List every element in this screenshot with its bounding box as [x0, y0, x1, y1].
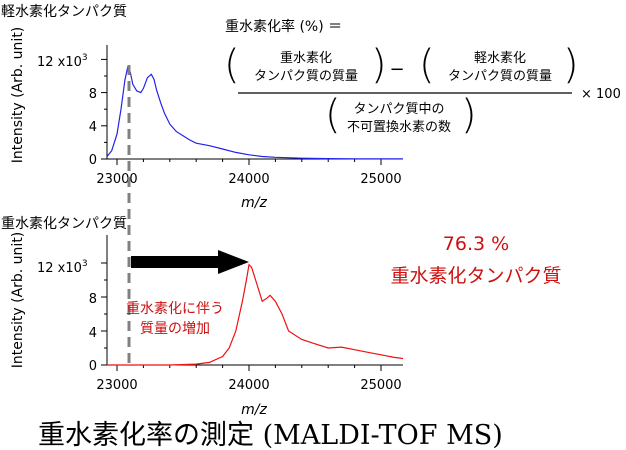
bottom-y-axis-label: Intensity (Arb. unit): [10, 232, 26, 369]
formula-num-left-1: 重水素化: [280, 50, 332, 66]
top-plot-area: 0 4 8 12 x103 23000 24000 25000: [37, 45, 403, 187]
arrow-shaft: [131, 256, 219, 268]
result-label: 重水素化タンパク質: [390, 265, 561, 287]
formula-paren-open-1: (: [224, 42, 240, 88]
top-ytop-exp: 3: [82, 53, 88, 63]
top-y-tick-label-8: 8: [89, 87, 97, 102]
formula-num-left-2: タンパク質の質量: [254, 69, 358, 84]
top-x-axis-label: m/z: [241, 195, 267, 211]
bottom-ytop-exp: 3: [82, 259, 88, 269]
top-y-tick-label-4: 4: [89, 120, 97, 135]
top-x-tick-label-24000: 24000: [228, 172, 269, 187]
top-x-tick-label-25000: 25000: [360, 172, 401, 187]
top-y-axis-label: Intensity (Arb. unit): [10, 27, 26, 164]
formula-paren-close-2: ): [563, 42, 579, 88]
formula-paren-close-3: ): [461, 92, 477, 138]
top-panel-title: 軽水素化タンパク質: [1, 4, 127, 20]
formula-lhs: 重水素化率 (%) ＝: [225, 18, 342, 35]
figure-caption: 重水素化率の測定 (MALDI-TOF MS): [38, 420, 503, 450]
top-x-ticks: [116, 159, 382, 165]
formula-times: × 100: [581, 87, 621, 102]
formula-block: 重水素化率 (%) ＝ ( 重水素化 タンパク質の質量 ) − ( 軽水素化 タ…: [224, 18, 621, 138]
bottom-plot-area: 0 4 8 12 x103 23000 24000 25000: [37, 235, 403, 393]
annotation-line-2: 質量の増加: [140, 321, 210, 337]
bottom-y-ticks: [101, 262, 107, 366]
bottom-series-line: [107, 263, 403, 366]
top-series-line: [107, 66, 403, 160]
bottom-ytop-base: 12 x10: [37, 261, 82, 276]
annotation-line-1: 重水素化に伴う: [126, 301, 224, 317]
top-y-tick-label-0: 0: [89, 153, 97, 168]
formula-paren-close-1: ): [371, 42, 387, 88]
formula-num-right-1: 軽水素化: [474, 51, 526, 66]
bottom-y-tick-label-8: 8: [89, 292, 97, 307]
formula-paren-open-2: (: [419, 42, 435, 88]
top-y-ticks: [101, 58, 107, 160]
bottom-y-tick-label-12: 12 x103: [37, 259, 88, 276]
bottom-panel-title: 重水素化タンパク質: [1, 216, 127, 232]
formula-paren-open-3: (: [325, 92, 341, 138]
bottom-y-tick-label-4: 4: [89, 326, 97, 341]
top-x-tick-label-23000: 23000: [96, 172, 137, 187]
mass-shift-arrow: [131, 250, 249, 274]
bottom-x-tick-label-23000: 23000: [96, 378, 137, 393]
top-ytop-base: 12 x10: [37, 55, 82, 70]
bottom-x-tick-label-24000: 24000: [228, 378, 269, 393]
formula-den-2: 不可置換水素の数: [347, 120, 451, 135]
bottom-x-axis-label: m/z: [241, 402, 267, 418]
bottom-x-ticks: [116, 365, 382, 371]
formula-minus: −: [389, 59, 404, 80]
formula-den-1: タンパク質中の: [353, 102, 444, 117]
result-value: 76.3 %: [443, 233, 509, 255]
bottom-y-tick-label-0: 0: [89, 359, 97, 374]
top-y-tick-label-12: 12 x103: [37, 53, 88, 70]
arrow-head: [218, 250, 249, 274]
formula-num-right-2: タンパク質の質量: [448, 69, 552, 84]
bottom-x-tick-label-25000: 25000: [360, 378, 401, 393]
